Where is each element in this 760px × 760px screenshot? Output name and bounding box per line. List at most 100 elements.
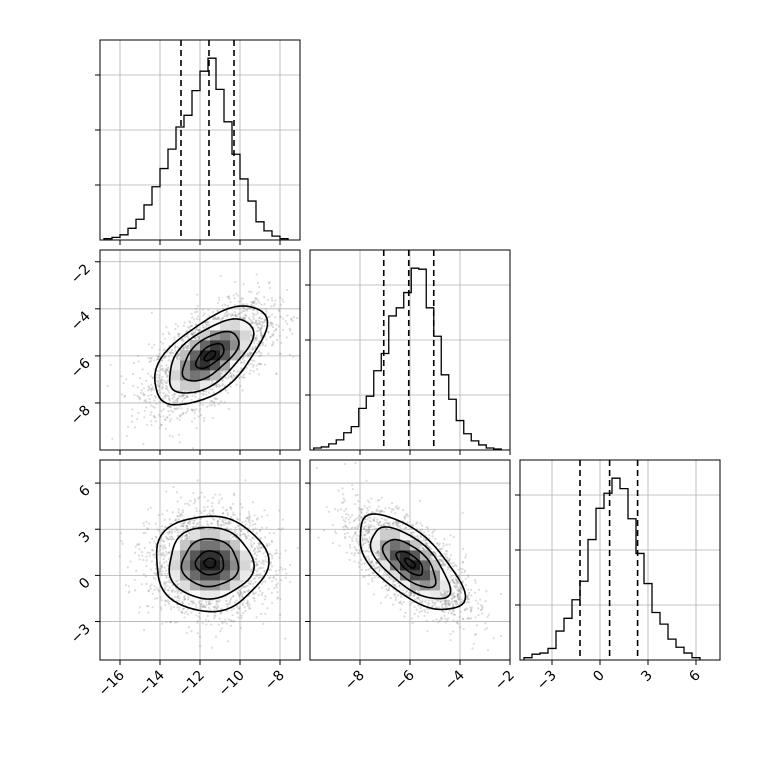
scatter-point — [166, 385, 169, 388]
scatter-point — [164, 582, 168, 585]
scatter-point — [160, 537, 163, 540]
scatter-point — [246, 601, 250, 604]
scatter-point — [257, 329, 260, 333]
scatter-point — [195, 307, 198, 311]
scatter-point — [256, 545, 259, 548]
scatter-point — [174, 526, 177, 530]
scatter-point — [164, 526, 167, 529]
scatter-point — [186, 527, 189, 530]
scatter-point — [258, 550, 261, 553]
scatter-point — [224, 304, 227, 307]
scatter-point — [268, 552, 271, 556]
scatter-point — [190, 333, 193, 336]
scatter-point — [238, 512, 242, 516]
scatter-point — [229, 300, 232, 304]
scatter-point — [284, 320, 287, 323]
scatter-point — [140, 382, 144, 386]
scatter-point — [263, 324, 266, 327]
scatter-point — [173, 392, 176, 395]
scatter-point — [275, 573, 278, 576]
scatter-point — [163, 555, 166, 558]
scatter-point — [275, 586, 278, 589]
scatter-point — [228, 312, 231, 315]
scatter-point — [231, 502, 234, 506]
scatter-point — [256, 299, 260, 302]
scatter-point — [216, 310, 219, 313]
scatter-point — [168, 530, 171, 534]
scatter-point — [186, 395, 189, 399]
scatter-point — [232, 595, 235, 598]
scatter-point — [152, 415, 156, 418]
scatter-point — [213, 384, 216, 387]
scatter-point — [210, 505, 214, 508]
scatter-point — [138, 558, 141, 561]
scatter-point — [164, 599, 167, 602]
scatter-point — [233, 370, 236, 373]
scatter-point — [192, 332, 195, 335]
scatter-point — [229, 522, 232, 525]
scatter-point — [166, 367, 169, 370]
scatter-point — [278, 556, 281, 559]
scatter-point — [122, 382, 125, 385]
scatter-point — [161, 359, 164, 362]
scatter-point — [164, 337, 167, 340]
scatter-point — [226, 522, 230, 525]
scatter-point — [167, 551, 170, 554]
scatter-point — [160, 567, 163, 570]
scatter-point — [185, 524, 189, 528]
scatter-point — [206, 499, 209, 502]
scatter-point — [248, 307, 251, 310]
scatter-point — [188, 523, 191, 526]
scatter-point — [169, 418, 173, 421]
scatter-point — [162, 558, 165, 561]
scatter-point — [206, 505, 209, 509]
scatter-point — [233, 303, 236, 306]
scatter-point — [240, 350, 243, 353]
scatter-point — [147, 343, 151, 346]
scatter-point — [208, 512, 211, 515]
scatter-point — [254, 321, 258, 324]
scatter-point — [120, 375, 123, 378]
scatter-point — [214, 605, 217, 608]
scatter-point — [177, 433, 181, 436]
density-cell — [240, 320, 251, 331]
scatter-point — [241, 602, 244, 605]
scatter-point — [149, 585, 152, 588]
scatter-point — [194, 395, 197, 398]
scatter-point — [164, 600, 168, 603]
scatter-point — [216, 519, 219, 522]
scatter-point — [213, 518, 216, 521]
scatter-point — [246, 590, 249, 593]
scatter-point — [211, 400, 214, 403]
scatter-point — [136, 386, 139, 389]
scatter-point — [270, 540, 274, 544]
scatter-point — [196, 523, 199, 526]
scatter-point — [202, 314, 205, 317]
scatter-point — [261, 343, 264, 347]
scatter-point — [274, 328, 278, 331]
scatter-point — [177, 594, 180, 598]
scatter-point — [177, 589, 181, 593]
scatter-point — [247, 510, 251, 514]
scatter-point — [168, 398, 171, 401]
scatter-point — [180, 395, 183, 398]
scatter-point — [164, 550, 168, 553]
scatter-point — [181, 524, 185, 528]
scatter-point — [290, 317, 293, 320]
scatter-point — [153, 406, 156, 409]
density-cell — [240, 330, 251, 341]
scatter-point — [264, 559, 267, 562]
scatter-point — [198, 337, 201, 340]
scatter-point — [127, 585, 130, 588]
scatter-point — [246, 531, 249, 534]
scatter-point — [251, 536, 254, 539]
scatter-point — [245, 536, 248, 540]
scatter-point — [164, 585, 167, 588]
scatter-point — [230, 374, 233, 377]
scatter-point — [186, 528, 189, 531]
scatter-point — [155, 379, 158, 383]
scatter-point — [123, 395, 126, 398]
density-cell — [200, 370, 211, 381]
scatter-point — [211, 509, 214, 513]
